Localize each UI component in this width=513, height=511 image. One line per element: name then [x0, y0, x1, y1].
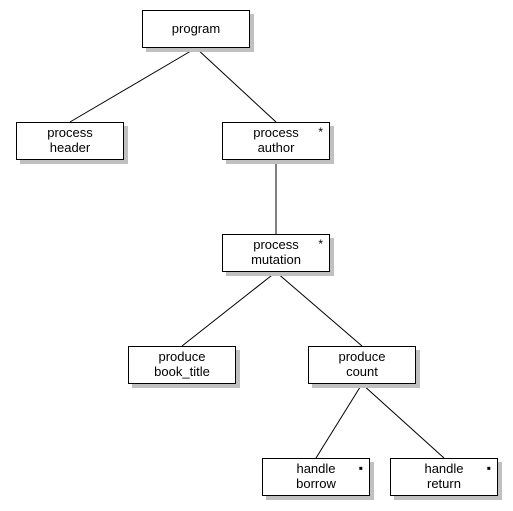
node-label: produce book_title: [154, 350, 210, 380]
tree-node: produce book_title: [128, 346, 236, 384]
edge: [70, 48, 196, 122]
node-corner-mark: *: [318, 126, 323, 138]
tree-node: handle return ▪: [390, 458, 498, 496]
node-corner-mark: *: [318, 238, 323, 250]
node-label: handle borrow: [296, 462, 336, 492]
edge: [316, 384, 362, 458]
diagram-canvas: programprocess headerprocess author*proc…: [0, 0, 513, 511]
node-label: handle return: [424, 462, 463, 492]
node-label: process mutation: [251, 238, 301, 268]
node-corner-mark: ▪: [487, 462, 491, 474]
tree-node: handle borrow ▪: [262, 458, 370, 496]
tree-node: process author *: [222, 122, 330, 160]
edge: [362, 384, 444, 458]
edge: [276, 272, 362, 346]
tree-node: process header: [16, 122, 124, 160]
tree-node: program: [142, 10, 250, 48]
node-label: produce count: [339, 350, 386, 380]
tree-node: process mutation *: [222, 234, 330, 272]
node-label: program: [172, 22, 220, 37]
edge: [182, 272, 276, 346]
node-label: process author: [253, 126, 299, 156]
node-corner-mark: ▪: [359, 462, 363, 474]
tree-node: produce count: [308, 346, 416, 384]
node-label: process header: [47, 126, 93, 156]
edge: [196, 48, 276, 122]
